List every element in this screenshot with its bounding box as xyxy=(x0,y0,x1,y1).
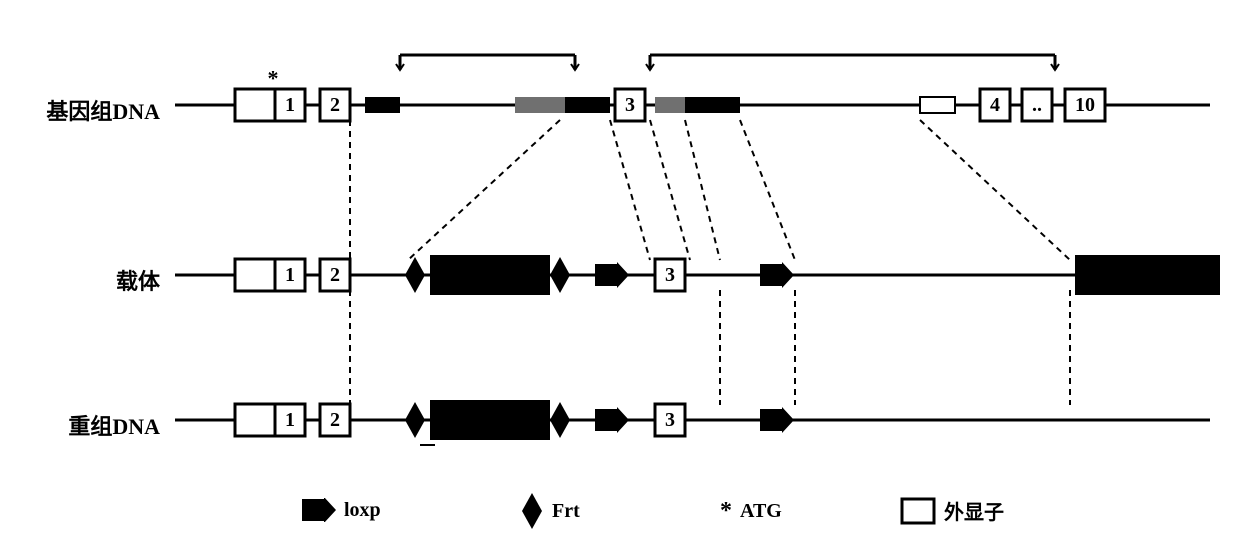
svg-text:3: 3 xyxy=(625,94,635,116)
legend-frt-label: Frt xyxy=(552,500,580,523)
svg-text:1: 1 xyxy=(285,94,295,116)
svg-text:2: 2 xyxy=(330,264,340,286)
star-icon: * xyxy=(720,498,732,525)
legend-exon-label: 外显子 xyxy=(944,496,1004,525)
svg-text:10: 10 xyxy=(1075,94,1095,116)
svg-text:2: 2 xyxy=(330,409,340,431)
loxp-icon xyxy=(300,498,336,522)
exon-icon xyxy=(900,497,936,525)
legend-loxp: loxp xyxy=(300,498,381,522)
svg-text:2: 2 xyxy=(330,94,340,116)
legend-exon: 外显子 xyxy=(900,496,1004,525)
svg-text:4: 4 xyxy=(990,94,1000,116)
svg-text:..: .. xyxy=(1032,94,1042,116)
legend-atg: * ATG xyxy=(720,498,782,525)
svg-text:3: 3 xyxy=(665,264,675,286)
svg-text:*: * xyxy=(268,66,279,91)
legend-atg-label: ATG xyxy=(740,500,782,523)
legend-loxp-label: loxp xyxy=(344,499,381,522)
gene-targeting-diagram: 基因组DNA 载体 重组DNA 1234..10*123123 loxp Frt… xyxy=(20,20,1220,540)
frt-icon xyxy=(520,492,544,530)
svg-text:1: 1 xyxy=(285,264,295,286)
legend-frt: Frt xyxy=(520,492,580,530)
svg-text:3: 3 xyxy=(665,409,675,431)
svg-text:1: 1 xyxy=(285,409,295,431)
diagram-svg: 1 2 3 4.. 10 * 1 2 3 1 2 3 xyxy=(20,20,1220,540)
